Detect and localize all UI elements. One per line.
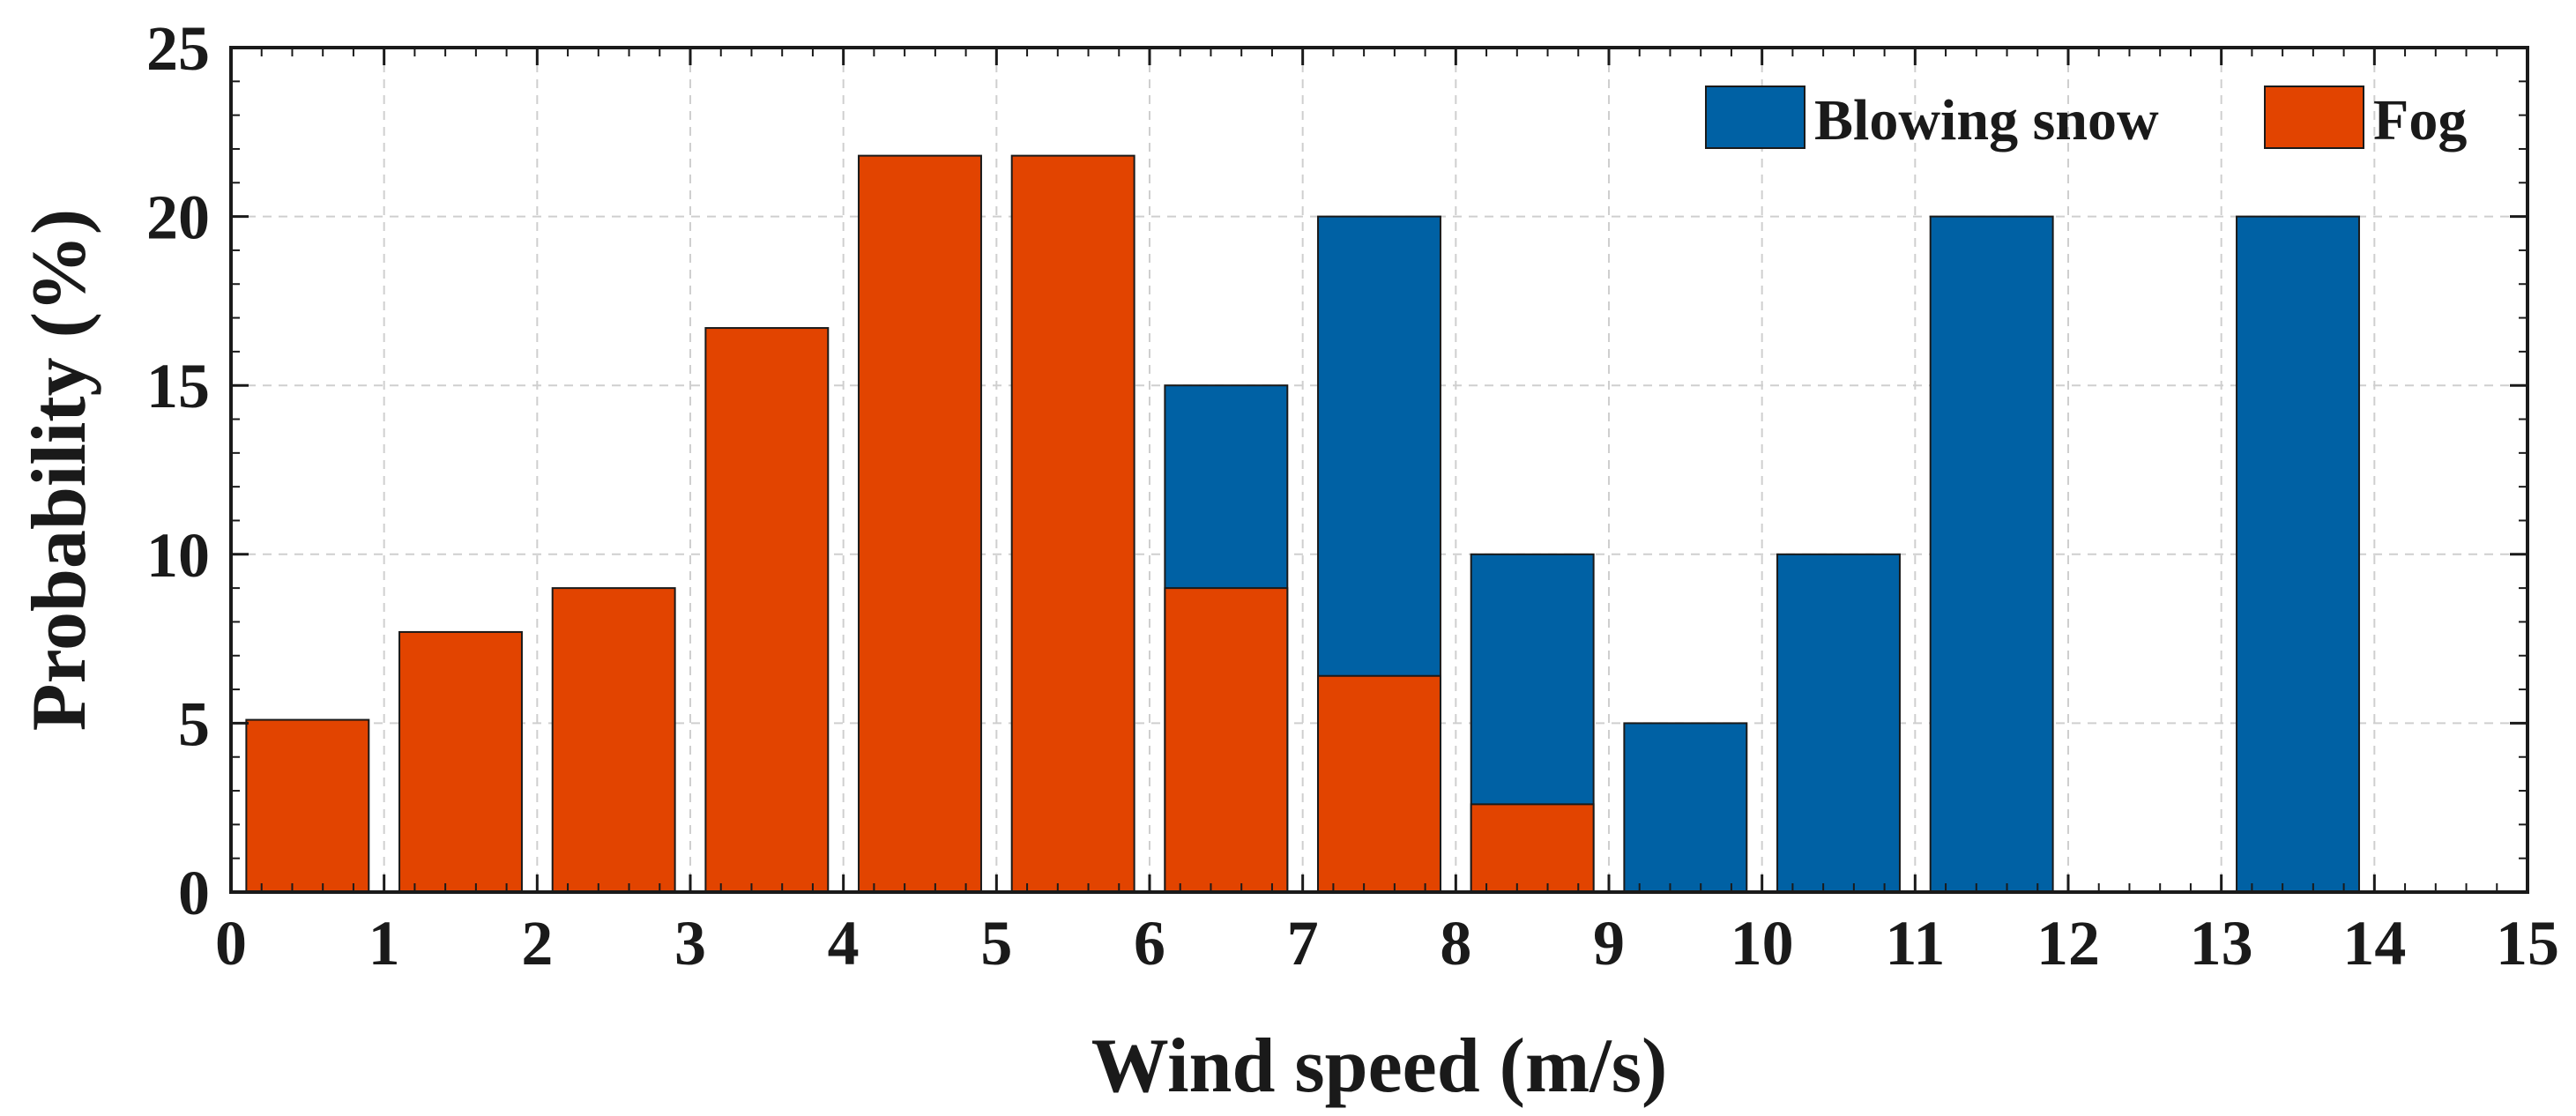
x-tick-label-9: 9	[1593, 908, 1625, 978]
x-tick-label-2: 2	[521, 908, 553, 978]
blowing-snow-bar-13	[2236, 215, 2360, 894]
blowing-snow-bar-11	[1929, 215, 2054, 894]
fog-bar-7	[1317, 674, 1441, 894]
legend-swatch-blowing-snow	[1705, 86, 1805, 149]
fog-bar-2	[551, 587, 676, 893]
plot-frame	[229, 46, 2529, 894]
y-tick-label-0: 0	[178, 858, 210, 928]
x-tick-label-11: 11	[1885, 908, 1945, 978]
x-axis-label: Wind speed (m/s)	[1091, 1023, 1668, 1109]
blowing-snow-bar-10	[1776, 553, 1901, 893]
y-tick-label-5: 5	[178, 688, 210, 759]
y-axis-label: Probability (%)	[17, 209, 102, 731]
legend-swatch-fog	[2264, 86, 2364, 149]
blowing-snow-bar-9	[1623, 722, 1748, 894]
fog-bar-5	[1010, 154, 1135, 893]
x-tick-label-15: 15	[2496, 908, 2559, 978]
y-tick-label-15: 15	[146, 351, 210, 421]
x-tick-label-3: 3	[674, 908, 706, 978]
fog-bar-6	[1164, 587, 1289, 893]
x-tick-label-12: 12	[2036, 908, 2100, 978]
x-tick-label-5: 5	[980, 908, 1012, 978]
x-tick-label-6: 6	[1134, 908, 1165, 978]
x-tick-label-10: 10	[1731, 908, 1794, 978]
x-tick-label-4: 4	[828, 908, 860, 978]
y-tick-label-25: 25	[146, 13, 210, 84]
x-tick-label-13: 13	[2190, 908, 2253, 978]
x-tick-label-7: 7	[1287, 908, 1319, 978]
x-tick-label-1: 1	[369, 908, 400, 978]
legend-label-blowing-snow: Blowing snow	[1814, 88, 2159, 153]
x-tick-label-8: 8	[1440, 908, 1471, 978]
fog-bar-4	[858, 154, 982, 893]
fog-bar-1	[398, 630, 523, 893]
legend-label-fog: Fog	[2373, 88, 2467, 153]
x-tick-label-14: 14	[2342, 908, 2406, 978]
legend: Blowing snow Fog	[1705, 86, 2467, 153]
y-tick-label-10: 10	[146, 520, 210, 591]
fog-bar-8	[1470, 803, 1595, 893]
fog-bar-0	[245, 718, 370, 893]
x-tick-label-0: 0	[215, 908, 247, 978]
fog-bar-3	[704, 327, 830, 893]
axis-labels: Wind speed (m/s) Probability (%)	[17, 209, 1667, 1109]
bars	[245, 154, 2360, 894]
y-tick-label-20: 20	[146, 182, 210, 253]
